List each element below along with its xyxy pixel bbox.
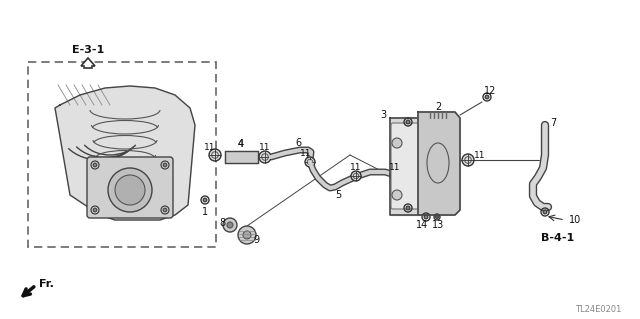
Text: 6: 6	[295, 138, 301, 148]
Circle shape	[259, 151, 271, 163]
Circle shape	[462, 154, 474, 166]
Text: 8: 8	[219, 218, 225, 228]
Circle shape	[392, 190, 402, 200]
Circle shape	[436, 216, 438, 218]
Circle shape	[204, 198, 207, 202]
Circle shape	[406, 120, 410, 124]
Text: E-3-1: E-3-1	[72, 45, 104, 55]
FancyBboxPatch shape	[28, 62, 216, 247]
FancyArrow shape	[81, 58, 95, 68]
Text: 11: 11	[204, 143, 216, 152]
Text: 2: 2	[435, 102, 441, 112]
Circle shape	[305, 157, 315, 167]
Circle shape	[406, 206, 410, 210]
FancyBboxPatch shape	[87, 157, 173, 218]
Text: 7: 7	[550, 118, 556, 128]
Polygon shape	[55, 86, 195, 220]
Text: 11: 11	[350, 162, 362, 172]
Text: 11: 11	[259, 144, 271, 152]
Circle shape	[223, 218, 237, 232]
Polygon shape	[390, 118, 420, 215]
Circle shape	[543, 210, 547, 214]
Text: 5: 5	[335, 190, 341, 200]
Circle shape	[209, 149, 221, 161]
Circle shape	[390, 171, 400, 181]
Circle shape	[93, 208, 97, 212]
Text: 11: 11	[474, 151, 486, 160]
Circle shape	[163, 163, 167, 167]
Circle shape	[243, 231, 251, 239]
Text: Fr.: Fr.	[38, 279, 53, 289]
Text: 14: 14	[416, 220, 428, 230]
Text: TL24E0201: TL24E0201	[575, 306, 621, 315]
Text: 12: 12	[484, 86, 496, 96]
FancyBboxPatch shape	[391, 123, 419, 209]
Text: 11: 11	[300, 149, 312, 158]
Circle shape	[424, 215, 428, 219]
Circle shape	[392, 138, 402, 148]
Text: 3: 3	[380, 110, 386, 120]
Circle shape	[227, 222, 233, 228]
Text: 9: 9	[253, 235, 259, 245]
Circle shape	[115, 175, 145, 205]
Circle shape	[163, 208, 167, 212]
Circle shape	[108, 168, 152, 212]
Text: 4: 4	[238, 139, 244, 149]
Circle shape	[93, 163, 97, 167]
Text: B-4-1: B-4-1	[541, 233, 575, 243]
Circle shape	[238, 226, 256, 244]
Circle shape	[485, 95, 489, 99]
Text: 1: 1	[202, 207, 208, 217]
Polygon shape	[418, 112, 460, 215]
Circle shape	[351, 171, 361, 181]
Text: 13: 13	[432, 220, 444, 230]
Text: 10: 10	[569, 215, 581, 225]
Text: 4: 4	[238, 139, 244, 149]
Text: 11: 11	[389, 162, 401, 172]
